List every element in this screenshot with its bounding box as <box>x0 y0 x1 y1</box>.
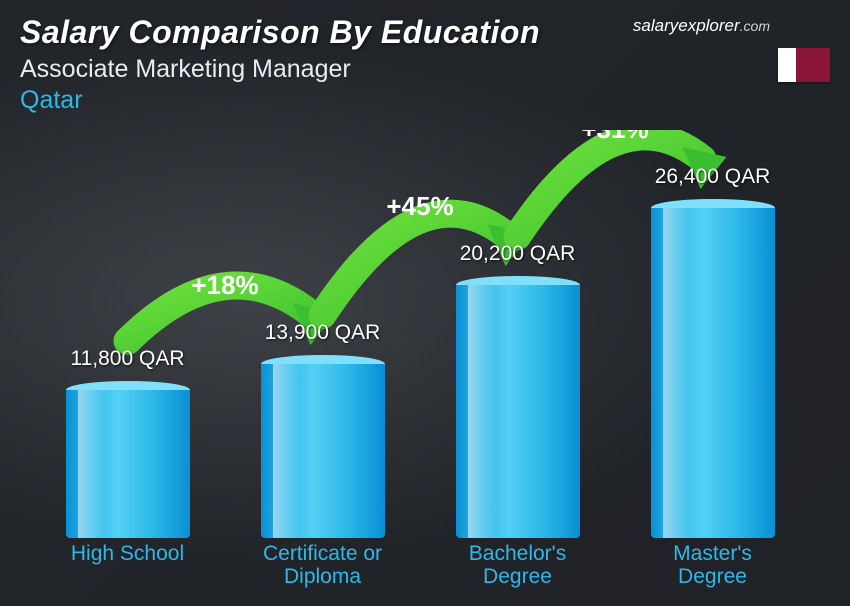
x-labels: High School Certificate orDiploma Bachelor… <box>30 542 810 588</box>
bar-2: 20,200 QAR <box>433 242 603 538</box>
bar-value-label: 13,900 QAR <box>265 321 381 345</box>
page-title: Salary Comparison By Education <box>20 14 540 51</box>
x-label: High School <box>43 542 213 588</box>
bar-3: 26,400 QAR <box>628 165 798 538</box>
x-label: Certificate orDiploma <box>238 542 408 588</box>
bars-container: 11,800 QAR 13,900 QAR 20,200 QAR 26,400 QAR <box>30 130 810 538</box>
x-label: Master'sDegree <box>628 542 798 588</box>
brand-logo: salaryexplorer.com <box>633 16 770 36</box>
brand-suffix: .com <box>740 18 770 34</box>
bar-value-label: 20,200 QAR <box>460 242 576 266</box>
salary-bar-chart: +18%+45%+31% 11,800 QAR13,900 QAR20,200 … <box>30 130 810 588</box>
x-label: Bachelor'sDegree <box>433 542 603 588</box>
bar-value-label: 26,400 QAR <box>655 165 771 189</box>
country-flag-icon <box>778 48 830 82</box>
country-label: Qatar <box>20 86 830 115</box>
bar-1: 13,900 QAR <box>238 321 408 538</box>
brand-name: salaryexplorer <box>633 16 740 35</box>
bar-0: 11,800 QAR <box>43 347 213 538</box>
job-subtitle: Associate Marketing Manager <box>20 55 830 84</box>
bar-value-label: 11,800 QAR <box>70 347 184 371</box>
